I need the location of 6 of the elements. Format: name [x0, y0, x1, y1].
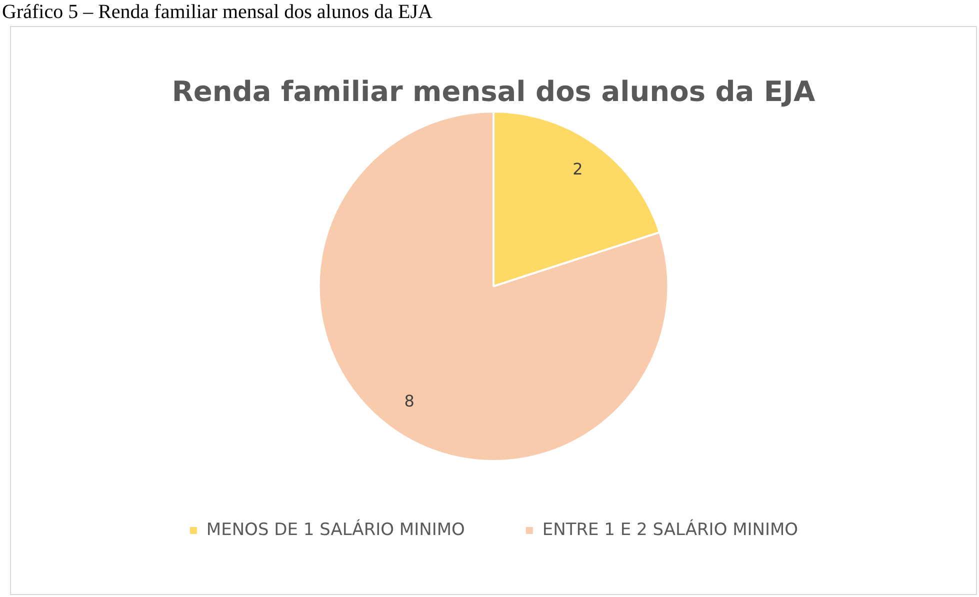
text: Gráfico 5 – Renda familiar mensal dos alunos da EJA [1, 0, 434, 24]
legend-label: MENOS DE 1 SALÁRIO MINIMO [206, 518, 465, 540]
legend-label: ENTRE 1 E 2 SALÁRIO MINIMO [542, 518, 798, 540]
data-label: 8 [404, 391, 414, 410]
data-label: 2 [572, 160, 583, 179]
chart-title: Renda familiar mensal dos alunos da EJA [172, 75, 816, 108]
